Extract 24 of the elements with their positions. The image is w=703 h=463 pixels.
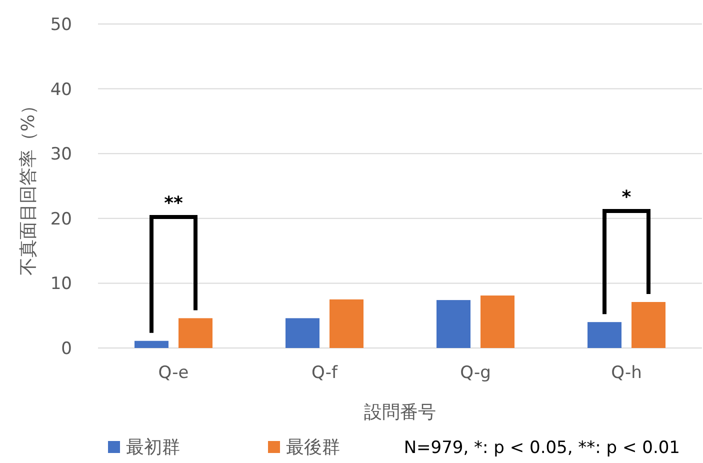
x-axis-title: 設問番号: [364, 402, 436, 423]
y-tick-label: 30: [50, 144, 72, 165]
annotation: *: [622, 187, 632, 208]
y-tick-label: 10: [50, 274, 72, 294]
y-axis-title: 不真面目回答率（%）: [18, 96, 39, 276]
bar: [178, 318, 212, 348]
legend-label: 最後群: [286, 437, 340, 458]
bar: [286, 318, 320, 348]
x-tick-label: Q-e: [158, 363, 189, 383]
bar: [588, 322, 622, 348]
text: N=979, *: p < 0.05, **: p < 0.01: [404, 438, 680, 458]
y-tick-label: 40: [50, 80, 72, 100]
y-tick-label: 20: [50, 209, 72, 230]
bar: [134, 340, 168, 348]
annotation: **: [164, 193, 184, 214]
legend-label: 最初群: [126, 437, 180, 458]
x-tick-label: Q-f: [312, 363, 338, 383]
x-tick-label: Q-g: [460, 363, 491, 383]
y-tick-label: 0: [61, 339, 72, 359]
bar: [480, 296, 514, 348]
bar: [436, 300, 470, 348]
bar: [330, 299, 364, 348]
x-tick-label: Q-h: [611, 363, 642, 383]
y-tick-label: 50: [50, 15, 72, 35]
